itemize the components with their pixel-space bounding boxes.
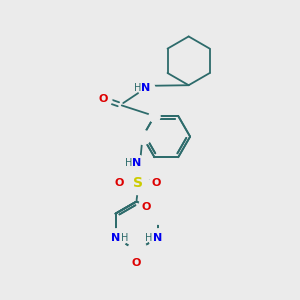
Text: H: H	[145, 233, 152, 243]
Text: O: O	[115, 178, 124, 188]
Text: H: H	[121, 233, 129, 243]
Text: O: O	[152, 178, 161, 188]
Text: N: N	[132, 158, 141, 168]
Text: O: O	[132, 258, 141, 268]
Text: N: N	[111, 233, 120, 243]
Text: O: O	[98, 94, 108, 104]
Text: S: S	[133, 176, 143, 190]
Text: N: N	[141, 83, 150, 93]
Text: N: N	[153, 233, 162, 243]
Text: H: H	[134, 83, 141, 93]
Text: O: O	[142, 202, 151, 212]
Text: H: H	[124, 158, 132, 168]
